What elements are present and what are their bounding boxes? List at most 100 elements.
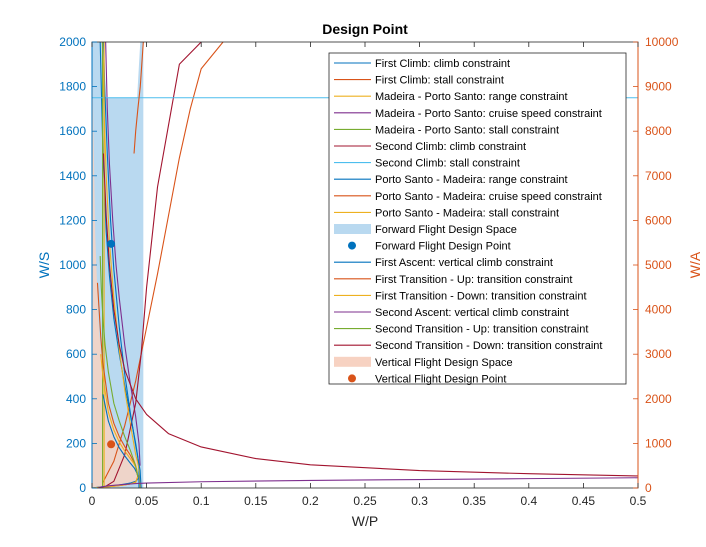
legend-label: Forward Flight Design Point [375, 241, 511, 253]
legend: First Climb: climb constraint First Climb… [328, 52, 627, 385]
legend-swatch-patch [334, 224, 371, 234]
chart-title: Design Point [322, 21, 408, 37]
right-tick-label: 1000 [645, 436, 672, 450]
legend-item-forward-flight-design-space: Forward Flight Design Space [334, 224, 517, 236]
x-tick-label: 0.1 [193, 494, 210, 508]
series-madeira-porto-santo-cruise-speed-constraint [105, 42, 141, 466]
legend-label: Madeira - Porto Santo: range constraint [375, 91, 568, 103]
legend-item-vertical-flight-design-space: Vertical Flight Design Space [334, 356, 513, 369]
left-tick-label: 1000 [59, 258, 86, 272]
series-porto-santo-madeira-range-constraint [102, 42, 142, 488]
x-tick-label: 0.5 [630, 494, 647, 508]
legend-label: Second Climb: climb constraint [375, 141, 526, 153]
left-tick-label: 0 [79, 481, 86, 495]
legend-label: First Ascent: vertical climb constraint [375, 257, 553, 269]
x-axis-ticks: 0 0.05 0.1 0.15 0.2 0.25 0.3 0.35 0.4 0.45 0.5 [89, 42, 647, 508]
legend-swatch-marker [348, 374, 356, 383]
legend-label: Second Transition - Up: transition const… [375, 324, 588, 336]
legend-label: Second Ascent: vertical climb constraint [375, 307, 569, 319]
legend-item-forward-flight-design-point: Forward Flight Design Point [348, 241, 511, 253]
legend-label: Vertical Flight Design Point [375, 373, 506, 385]
series-madeira-porto-santo-range-constraint [101, 42, 141, 488]
design-points [107, 239, 116, 449]
legend-box [328, 52, 627, 385]
right-tick-label: 5000 [645, 258, 672, 272]
right-tick-label: 3000 [645, 347, 672, 361]
legend-item-madeira-porto-santo-range-constraint: Madeira - Porto Santo: range constraint [334, 91, 568, 103]
right-tick-label: 2000 [645, 392, 672, 406]
left-axis-ticks: 0 200 400 600 800 1000 1200 1400 1600 1800 2000 [59, 35, 97, 495]
legend-label: Second Transition - Down: transition con… [375, 340, 602, 352]
legend-label: Porto Santo - Madeira: stall constraint [375, 207, 559, 219]
legend-item-first-climb-stall-constraint: First Climb: stall constraint [334, 75, 504, 87]
series-second-transition-up-transition-constraint [99, 256, 139, 477]
legend-item-porto-santo-madeira-cruise-speed-constraint: Porto Santo - Madeira: cruise speed cons… [334, 191, 602, 203]
legend-item-madeira-porto-santo-stall-constraint: Madeira - Porto Santo: stall constraint [334, 124, 559, 136]
left-tick-label: 1400 [59, 169, 86, 183]
series-porto-santo-madeira-cruise-speed-constraint [133, 42, 144, 154]
series-second-ascent-vertical-climb-constraint [97, 477, 638, 488]
x-axis-label: W/P [352, 513, 378, 529]
legend-item-second-transition-down-transition-constraint: Second Transition - Down: transition con… [334, 340, 602, 352]
legend-item-first-transition-down-transition-constraint: First Transition - Down: transition cons… [334, 290, 587, 302]
left-tick-label: 200 [66, 436, 86, 450]
legend-item-second-climb-climb-constraint: Second Climb: climb constraint [334, 141, 526, 153]
right-axis-ticks: 0 1000 2000 3000 4000 5000 6000 7000 8000 9000 100… [633, 35, 679, 495]
x-tick-label: 0.4 [520, 494, 537, 508]
legend-item-first-ascent-vertical-climb-constraint: First Ascent: vertical climb constraint [334, 257, 553, 269]
legend-label: Forward Flight Design Space [375, 224, 517, 236]
right-tick-label: 10000 [645, 35, 679, 49]
right-tick-label: 6000 [645, 213, 672, 227]
x-tick-label: 0.35 [463, 494, 487, 508]
legend-item-first-climb-climb-constraint: First Climb: climb constraint [334, 58, 510, 70]
series-second-transition-down-transition-constraint [102, 153, 638, 477]
legend-item-vertical-flight-design-point: Vertical Flight Design Point [348, 373, 506, 385]
left-tick-label: 1800 [59, 80, 86, 94]
left-tick-label: 1200 [59, 213, 86, 227]
x-tick-label: 0.45 [572, 494, 596, 508]
design-spaces [92, 42, 144, 488]
point-vertical-flight-design-point [107, 440, 116, 449]
left-tick-label: 600 [66, 347, 86, 361]
right-tick-label: 8000 [645, 124, 672, 138]
legend-label: First Climb: stall constraint [375, 75, 504, 87]
legend-swatch-patch [334, 356, 371, 367]
legend-item-second-transition-up-transition-constraint: Second Transition - Up: transition const… [334, 324, 588, 336]
left-tick-label: 2000 [59, 35, 86, 49]
legend-item-first-transition-up-transition-constraint: First Transition - Up: transition constr… [334, 274, 572, 286]
x-tick-label: 0.2 [302, 494, 319, 508]
legend-label: First Transition - Down: transition cons… [375, 290, 587, 302]
legend-item-porto-santo-madeira-range-constraint: Porto Santo - Madeira: range constraint [334, 174, 568, 186]
legend-item-second-ascent-vertical-climb-constraint: Second Ascent: vertical climb constraint [334, 307, 569, 319]
legend-label: Second Climb: stall constraint [375, 158, 520, 170]
legend-item-second-climb-stall-constraint: Second Climb: stall constraint [334, 158, 520, 170]
right-tick-label: 4000 [645, 303, 672, 317]
x-tick-label: 0.3 [411, 494, 428, 508]
legend-label: First Climb: climb constraint [375, 58, 510, 70]
constraint-lines [92, 42, 638, 488]
right-y-axis-label: W/A [687, 251, 703, 278]
series-second-climb-climb-constraint [102, 42, 202, 488]
legend-label: Porto Santo - Madeira: cruise speed cons… [375, 191, 602, 203]
legend-label: Madeira - Porto Santo: stall constraint [375, 124, 559, 136]
left-tick-label: 1600 [59, 124, 86, 138]
series-first-climb-stall-constraint [102, 42, 224, 483]
left-tick-label: 800 [66, 303, 86, 317]
x-tick-label: 0.05 [135, 494, 159, 508]
legend-swatch-marker [348, 241, 356, 250]
legend-item-madeira-porto-santo-cruise-speed-constraint: Madeira - Porto Santo: cruise speed cons… [334, 108, 602, 120]
legend-item-porto-santo-madeira-stall-constraint: Porto Santo - Madeira: stall constraint [334, 207, 559, 219]
x-tick-label: 0 [89, 494, 96, 508]
right-tick-label: 9000 [645, 80, 672, 94]
legend-label: First Transition - Up: transition constr… [375, 274, 572, 286]
legend-label: Vertical Flight Design Space [375, 357, 513, 369]
legend-label: Porto Santo - Madeira: range constraint [375, 174, 568, 186]
x-tick-label: 0.25 [353, 494, 377, 508]
left-tick-label: 400 [66, 392, 86, 406]
point-forward-flight-design-point [107, 239, 116, 248]
right-tick-label: 7000 [645, 169, 672, 183]
x-tick-label: 0.15 [244, 494, 268, 508]
left-y-axis-label: W/S [36, 252, 52, 278]
right-tick-label: 0 [645, 481, 652, 495]
